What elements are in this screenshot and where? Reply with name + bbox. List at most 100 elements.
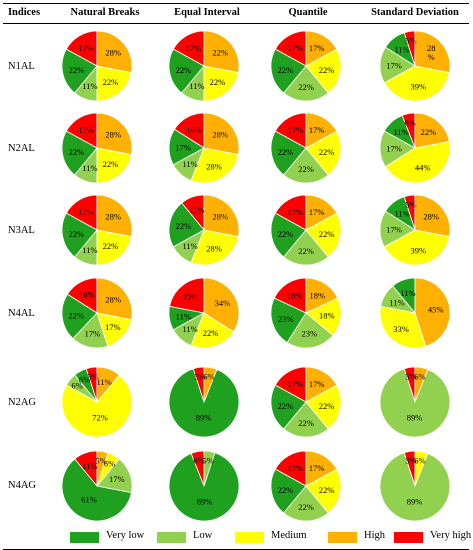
pie-label-very-high: 17%	[79, 125, 95, 135]
pie-n2al-2: 16% 17% 11% 28% 28%	[168, 112, 240, 184]
pie-slice-high	[414, 30, 451, 74]
pie-label-high: 17%	[309, 463, 325, 473]
row-label-n2ag: N2AG	[8, 397, 36, 408]
pie-slice-high	[96, 277, 133, 321]
pie-label-very-low: 11%	[176, 311, 191, 321]
pie-label-low: 17%	[386, 224, 402, 234]
pie-label-very-high: 17%	[288, 43, 304, 53]
pie-label-medium: 18%	[319, 311, 335, 321]
pie-slice-high	[305, 112, 338, 149]
pie-n4al-1: 16%22%17%17%28%	[61, 277, 133, 349]
pie-label-low: 11%	[189, 81, 204, 91]
pie-label-very-high: 5%	[405, 199, 416, 209]
pie-label-very-low: 23%	[278, 314, 294, 324]
pie-slice-medium	[305, 48, 342, 94]
pie-n4al-2: 22% 11% 11% 22% 34%	[168, 277, 240, 349]
pie-label-very-low: 89%	[196, 413, 212, 423]
pie-label-medium: 22%	[203, 328, 219, 338]
pie-label-high: 28%	[105, 130, 121, 140]
pie-slice-very-low	[270, 384, 307, 430]
pie-label-very-low: 11%	[393, 127, 408, 137]
pie-label-very-low: 22%	[278, 229, 294, 239]
row-label-n3al: N3AL	[8, 225, 35, 236]
pie-slice-high	[305, 450, 338, 487]
pie-label-low: 22%	[298, 502, 314, 512]
pie-slice-very-low	[270, 212, 307, 258]
pie-label-very-low: 89%	[197, 497, 213, 507]
pie-slice-very-low	[168, 452, 240, 522]
pie-slice-very-low	[61, 48, 98, 94]
pie-label-medium: 6%	[414, 456, 425, 466]
pie-label-low: 11%	[82, 81, 97, 91]
pie-slice-low	[283, 229, 329, 266]
pie-label-low: 17%	[386, 144, 402, 154]
pie-label-medium: 22%	[103, 241, 119, 251]
pie-label-high: 6%	[203, 372, 214, 382]
row-label-n2al: N2AL	[8, 143, 35, 154]
legend-swatch-low	[157, 532, 186, 543]
pie-n4ag-1: 11% 61% 17% 6%5%	[61, 450, 133, 522]
pie-n3al-2: 11% 22% 11% 28% 28%	[168, 194, 240, 266]
pie-label-very-low: 11%	[400, 288, 415, 298]
pie-slice-high	[203, 277, 240, 333]
pie-slice-very-low	[61, 130, 98, 176]
legend-label-very-high: Very high	[430, 530, 472, 541]
pie-label-low: 17%	[85, 329, 101, 339]
pie-slice-very-low	[61, 293, 98, 340]
pie-label-medium: 22%	[210, 77, 226, 87]
pie-label-very-high: 5%	[405, 455, 416, 465]
pie-label-very-high: 22%	[183, 292, 199, 302]
row-label-n4ag: N4AG	[8, 480, 36, 491]
pie-slice-high	[305, 277, 339, 314]
pie-label-very-low: 22%	[278, 147, 294, 157]
pie-slice-very-low	[270, 130, 307, 176]
pie-label-medium: 39%	[411, 82, 427, 92]
pie-slice-very-low	[168, 368, 240, 438]
pie-label-medium: 33%	[393, 324, 409, 334]
pie-slice-medium	[379, 305, 427, 349]
pie-label-low: 5%	[202, 455, 213, 465]
pie-label-low: 22%	[298, 164, 314, 174]
pie-label-very-high: 17%	[288, 125, 304, 135]
pie-label-very-high: 5%	[194, 371, 205, 381]
pie-label-very-high: 17%	[288, 207, 304, 217]
pie-label-high: 17%	[309, 379, 325, 389]
pie-n3al-1: 17% 22% 11% 22% 28%	[61, 194, 133, 266]
pie-n2al-1: 17% 22% 11% 22% 28%	[61, 112, 133, 184]
pie-label-very-low: 22%	[69, 147, 85, 157]
pie-slice-medium	[96, 65, 132, 102]
pie-slice-medium	[61, 374, 133, 438]
pie-label-high: 28%	[212, 130, 228, 140]
pie-slice-medium	[96, 229, 132, 266]
pie-label-very-high: 17%	[288, 379, 304, 389]
pie-slice-high	[203, 30, 240, 74]
pie-label-medium: 22%	[319, 147, 335, 157]
pie-label-very-low: 22%	[278, 485, 294, 495]
pie-slice-very-low	[61, 212, 98, 258]
pie-label-medium: 6%	[104, 458, 115, 468]
pie-label-low: 22%	[298, 418, 314, 428]
pie-label-very-high: 17%	[79, 207, 95, 217]
pie-slice-low	[283, 147, 329, 184]
pie-label-very-low: 22%	[176, 65, 192, 75]
pie-label-very-high: 18%	[287, 290, 303, 300]
pie-n1al-2: 17% 22% 11% 22% 22%	[168, 30, 240, 102]
pie-label-medium: 22%	[319, 229, 335, 239]
pie-slice-high	[414, 194, 451, 238]
pie-slice-high	[96, 450, 109, 487]
pie-slice-high	[96, 30, 133, 74]
pie-label-medium: 22%	[103, 77, 119, 87]
pie-slice-very-low	[270, 297, 307, 344]
header-quantile: Quantile	[288, 7, 328, 18]
pie-label-very-low: 11%	[394, 44, 409, 54]
pie-label-very-high: 17%	[79, 43, 95, 53]
pie-n1al-4: 5%11% 17% 39% 28%	[379, 30, 451, 102]
pie-slice-high	[203, 366, 218, 403]
pie-slice-low	[379, 452, 451, 522]
pie-label-high: 28%	[105, 295, 121, 305]
pie-label-low: 17%	[386, 60, 402, 70]
pie-slice-low	[379, 368, 451, 438]
pie-slice-very-high	[169, 277, 205, 314]
pie-label-high: 18%	[310, 290, 326, 300]
